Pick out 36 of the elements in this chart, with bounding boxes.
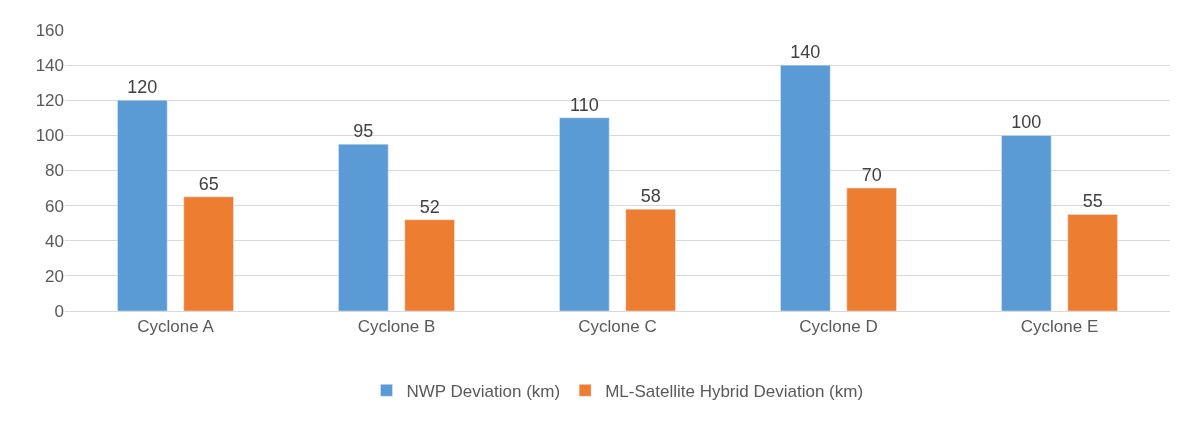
data-label: 110 [570,94,599,115]
y-tick-label: 80 [45,161,64,181]
y-tick-label: 40 [45,231,64,251]
data-label: 58 [640,186,661,207]
x-tick-label: Cyclone A [137,317,215,337]
bar [117,100,168,311]
data-label: 140 [790,42,821,63]
y-tick-label: 0 [54,301,64,321]
data-label: 120 [127,77,158,98]
y-tick-label: 20 [45,266,64,286]
y-tick-label: 140 [35,56,64,76]
y-tick-label: 60 [45,196,64,216]
y-tick-label: 120 [35,91,64,111]
x-tick-label: Cyclone D [799,317,878,337]
x-tick-label: Cyclone B [357,317,436,337]
legend-label: NWP Deviation (km) [406,382,561,401]
bar [625,208,676,311]
x-tick-label: Cyclone C [578,317,657,337]
bar [559,117,610,311]
y-tick-label: 160 [35,20,64,40]
bar [183,196,234,311]
data-label: 55 [1082,191,1103,212]
data-label: 100 [1011,112,1042,133]
bar [1001,135,1052,311]
bar [404,219,455,311]
bar [1067,214,1118,311]
data-label: 52 [419,196,440,217]
legend-label: ML-Satellite Hybrid Deviation (km) [605,382,864,401]
data-label: 95 [353,121,374,142]
data-label: 70 [861,165,882,186]
x-tick-label: Cyclone E [1020,317,1099,337]
bar [780,64,831,311]
bar [338,143,389,311]
data-label: 65 [198,173,219,194]
y-tick-label: 100 [35,126,64,146]
bar [846,187,897,311]
